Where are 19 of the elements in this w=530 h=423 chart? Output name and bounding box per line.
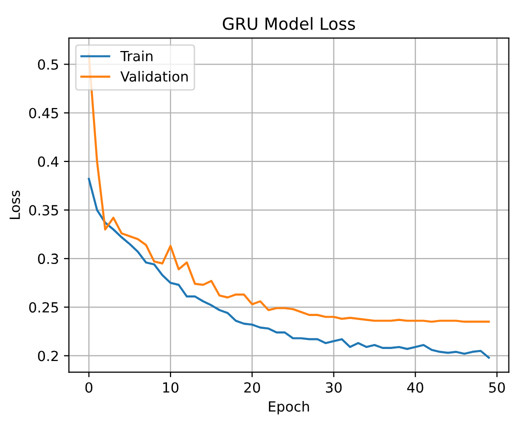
legend-label: Validation [120, 70, 188, 82]
y-tick-label: 0.2 [38, 350, 58, 362]
x-tick-label: 40 [407, 382, 424, 393]
y-tick-label: 0.3 [38, 254, 58, 264]
chart-title: GRU Model Loss [222, 17, 355, 30]
y-tick-label: 0.25 [29, 302, 58, 313]
legend-label: Train [120, 50, 152, 62]
y-tick-label: 0.5 [38, 59, 58, 70]
y-tick-label: 0.35 [29, 204, 58, 216]
y-tick-label: 0.45 [29, 108, 58, 118]
y-tick-label: 0.4 [38, 156, 58, 167]
x-tick-label: 0 [85, 382, 92, 393]
line-series [88, 178, 490, 359]
x-tick-label: 20 [244, 382, 260, 393]
y-axis-title: Loss [10, 190, 20, 220]
x-tick-label: 30 [326, 382, 342, 393]
x-axis-title: Epoch [268, 400, 309, 414]
x-tick-label: 10 [163, 382, 178, 393]
x-tick-label: 50 [489, 382, 505, 393]
